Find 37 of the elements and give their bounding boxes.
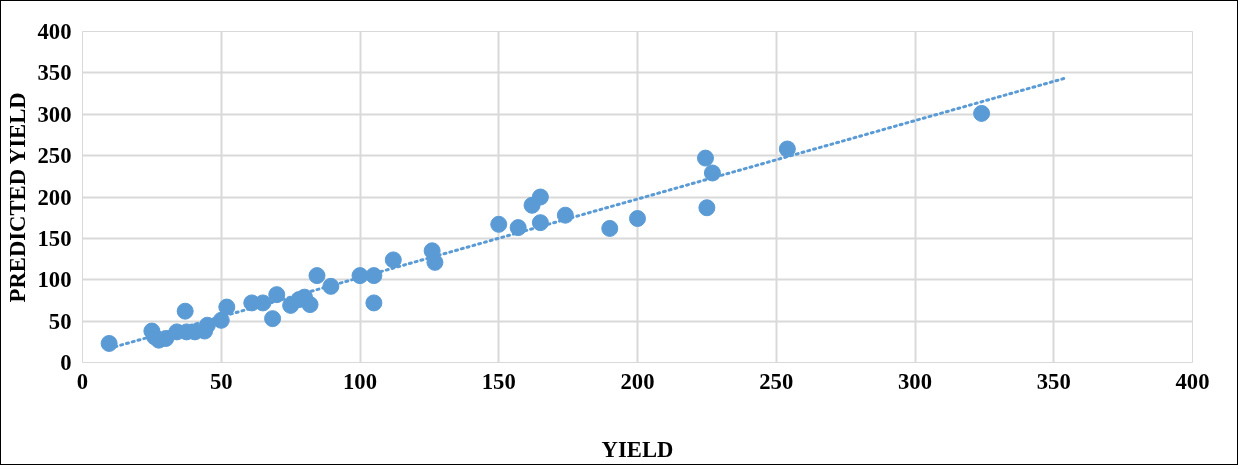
x-tick-label: 100 [343,368,377,394]
y-tick-label: 0 [60,350,72,375]
point [100,334,118,352]
point [698,199,716,217]
point [176,302,194,320]
point [531,188,549,206]
point [218,298,236,316]
point [973,104,991,122]
point [264,310,282,328]
x-tick-label: 50 [209,368,233,394]
y-tick-label: 200 [37,184,72,210]
y-tick-label: 300 [37,101,72,127]
x-tick-label: 350 [1036,368,1071,394]
point [365,294,383,312]
x-tick-label: 400 [1175,368,1210,394]
x-tick-label: 300 [898,368,932,394]
x-tick-label: 200 [620,368,655,394]
x-tick-label: 250 [759,368,794,394]
point [778,140,796,158]
point [308,267,326,285]
y-tick-label: 400 [37,19,72,44]
x-tick-label: 0 [76,368,89,394]
y-tick-label: 150 [37,225,72,251]
x-tick-label: 150 [481,368,516,394]
point [490,215,508,233]
point [301,296,319,314]
y-axis-title: PREDICTED YIELD [4,92,30,303]
y-tick-label: 100 [37,267,72,293]
point [384,251,402,269]
point [601,219,619,237]
x-axis-title: YIELD [601,436,674,462]
point [629,210,646,227]
point [696,149,714,167]
y-tick-label: 350 [37,60,72,86]
y-tick-label: 250 [37,143,72,169]
point [268,286,286,304]
y-tick-label: 50 [48,308,72,334]
